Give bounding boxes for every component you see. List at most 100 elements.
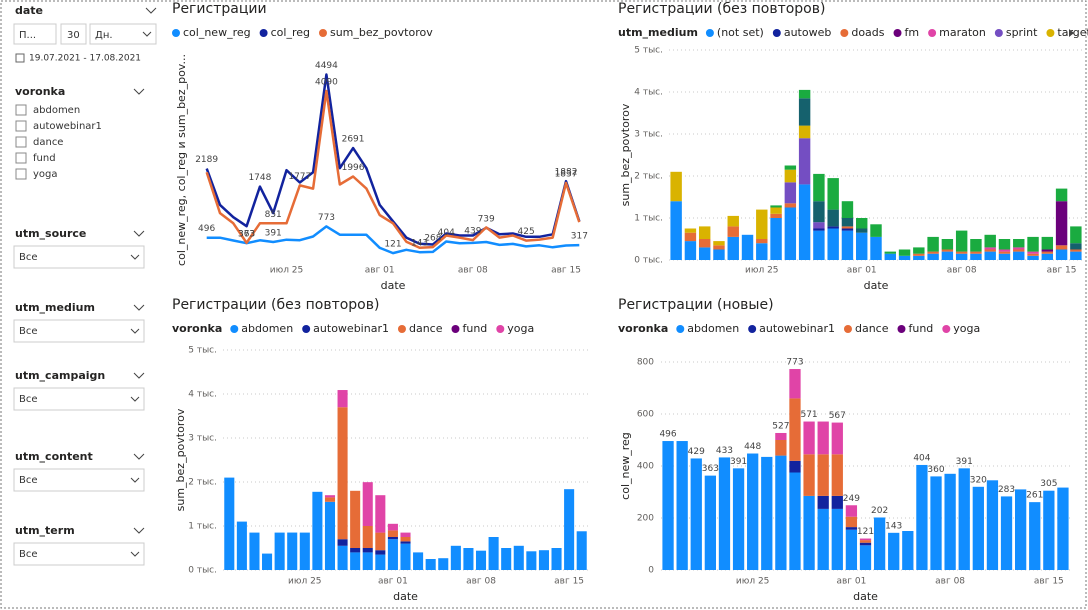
bar-segment bbox=[958, 468, 970, 570]
dropdown[interactable] bbox=[13, 542, 145, 566]
bar-segment bbox=[831, 495, 843, 509]
bar-segment bbox=[1055, 245, 1068, 250]
legend-label: yoga bbox=[507, 322, 534, 335]
bar-segment bbox=[803, 454, 815, 496]
slicer-title: utm_source bbox=[15, 227, 86, 240]
checkbox[interactable] bbox=[15, 168, 27, 180]
total-label: 305 bbox=[1040, 479, 1057, 489]
bar-segment bbox=[870, 236, 882, 260]
total-label: 391 bbox=[730, 457, 747, 467]
checkbox[interactable] bbox=[15, 104, 27, 116]
legend-label: col_new_reg bbox=[183, 26, 251, 39]
checkbox[interactable] bbox=[15, 152, 27, 164]
legend-marker bbox=[451, 325, 460, 333]
y-tick-label: 800 bbox=[637, 358, 654, 368]
bar-segment bbox=[873, 517, 886, 570]
dropdown[interactable] bbox=[13, 468, 145, 492]
bar-segment bbox=[870, 224, 882, 237]
bar-segment bbox=[831, 454, 843, 496]
data-label: 121 bbox=[384, 240, 401, 250]
bar-segment bbox=[337, 407, 348, 540]
bar-segment bbox=[944, 473, 956, 570]
chevron[interactable] bbox=[133, 230, 145, 237]
chevron[interactable] bbox=[133, 88, 145, 95]
y-tick-label: 5 тыс. bbox=[634, 46, 663, 56]
dropdown[interactable] bbox=[13, 319, 145, 343]
bar-segment bbox=[375, 554, 386, 570]
total-label: 143 bbox=[885, 521, 902, 531]
chevron bbox=[142, 31, 152, 37]
bar-segment bbox=[789, 398, 801, 461]
legend-marker bbox=[897, 325, 906, 333]
bar-segment bbox=[930, 476, 942, 570]
bar-segment bbox=[718, 457, 731, 570]
bar-segment bbox=[845, 516, 858, 528]
bar-segment bbox=[350, 490, 361, 548]
legend-label: abdomen bbox=[241, 322, 293, 335]
bar-segment bbox=[513, 545, 524, 570]
bar-segment bbox=[413, 552, 424, 570]
dropdown-value: Все bbox=[19, 394, 38, 405]
legend-label: autowebinar1 bbox=[759, 322, 835, 335]
bar-segment bbox=[684, 241, 697, 260]
bar-segment bbox=[236, 521, 247, 570]
total-label: 360 bbox=[927, 465, 944, 475]
chevron[interactable] bbox=[133, 304, 145, 311]
checkbox[interactable] bbox=[15, 136, 27, 148]
dropdown[interactable] bbox=[13, 23, 57, 45]
x-tick-label: июл 25 bbox=[745, 266, 779, 276]
bar-segment bbox=[1070, 243, 1082, 250]
bar-segment bbox=[676, 441, 688, 570]
legend-label: fm bbox=[905, 26, 920, 39]
total-label: 496 bbox=[659, 430, 676, 440]
bar-segment bbox=[827, 226, 839, 229]
bar-segment bbox=[1041, 253, 1054, 260]
x-tick-label: авг 15 bbox=[554, 577, 584, 587]
y-tick-label: 2 тыс. bbox=[634, 172, 663, 182]
bar-segment bbox=[970, 253, 982, 260]
y-axis-title: col_new_reg bbox=[619, 432, 632, 500]
dropdown[interactable] bbox=[89, 23, 157, 45]
y-tick-label: 2 тыс. bbox=[188, 478, 217, 488]
checkbox[interactable] bbox=[15, 120, 27, 132]
chevron[interactable] bbox=[133, 453, 145, 460]
legend-marker bbox=[772, 29, 781, 37]
legend-label: maraton bbox=[939, 26, 986, 39]
bar-segment bbox=[1013, 247, 1025, 250]
total-label: 429 bbox=[688, 447, 705, 457]
bar-segment bbox=[1043, 490, 1055, 570]
bar-segment bbox=[375, 532, 386, 551]
series-line bbox=[206, 225, 580, 255]
chevron[interactable] bbox=[145, 7, 157, 14]
legend-label: fund bbox=[908, 322, 933, 335]
legend-title: voronka bbox=[618, 322, 668, 335]
chart-title: Регистрации (без повторов) bbox=[172, 297, 379, 313]
total-label: 363 bbox=[702, 464, 719, 474]
total-label: 433 bbox=[716, 446, 733, 456]
dropdown[interactable] bbox=[13, 387, 145, 411]
legend-scroll[interactable] bbox=[1069, 29, 1074, 37]
bar-segment bbox=[362, 548, 373, 553]
chevron[interactable] bbox=[133, 527, 145, 534]
input[interactable] bbox=[60, 23, 87, 45]
bar-segment bbox=[845, 529, 858, 570]
series-line bbox=[205, 89, 581, 250]
chevron[interactable] bbox=[133, 372, 145, 379]
legend-label: sprint bbox=[1006, 26, 1038, 39]
total-label: 121 bbox=[857, 527, 874, 537]
y-tick-label: 1 тыс. bbox=[634, 214, 663, 224]
y-tick-label: 1 тыс. bbox=[188, 522, 217, 532]
bar-segment bbox=[770, 218, 782, 260]
data-label: 425 bbox=[518, 227, 535, 237]
dropdown-value: Дн. bbox=[95, 30, 113, 41]
slicer-title: voronka bbox=[15, 85, 65, 98]
total-label: 391 bbox=[956, 457, 973, 467]
legend-label: sum_bez_povtorov bbox=[330, 26, 433, 39]
y-axis-title: sum_bez_povtorov bbox=[619, 103, 632, 206]
bar-segment bbox=[798, 138, 811, 185]
bar-segment bbox=[713, 245, 725, 250]
dropdown[interactable] bbox=[13, 245, 145, 269]
bar-segment bbox=[698, 226, 711, 239]
bar-segment bbox=[984, 247, 996, 250]
bar-segment bbox=[684, 232, 697, 242]
